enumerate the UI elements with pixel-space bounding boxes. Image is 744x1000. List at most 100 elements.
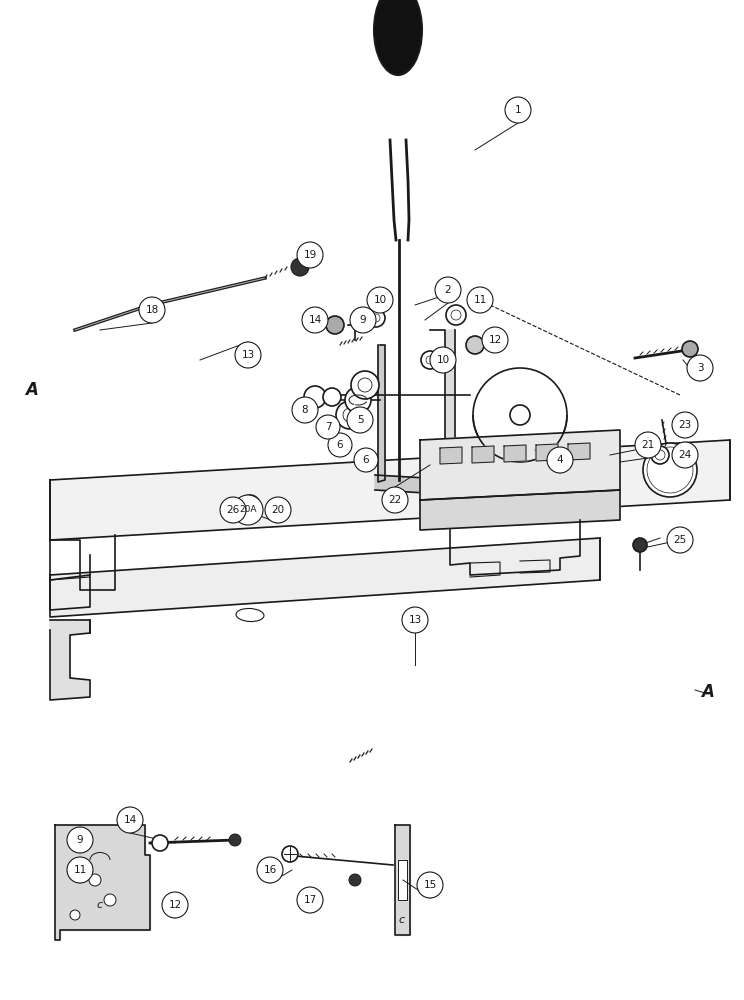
Polygon shape [430,330,455,485]
Polygon shape [568,443,590,460]
Polygon shape [420,490,620,530]
Polygon shape [472,446,494,463]
Circle shape [67,857,93,883]
Circle shape [682,341,698,357]
Circle shape [323,388,341,406]
Polygon shape [398,860,407,900]
Text: 5: 5 [356,415,363,425]
Polygon shape [50,440,730,540]
Circle shape [367,287,393,313]
Circle shape [326,316,344,334]
Polygon shape [50,620,90,700]
Polygon shape [375,475,460,495]
Text: 21: 21 [641,440,655,450]
Circle shape [466,336,484,354]
Text: 13: 13 [241,350,254,360]
Circle shape [152,835,168,851]
Text: 19: 19 [304,250,317,260]
Circle shape [505,97,531,123]
Text: 26: 26 [226,505,240,515]
Circle shape [687,355,713,381]
Circle shape [351,316,365,330]
Text: 23: 23 [679,420,692,430]
Polygon shape [55,825,150,940]
Circle shape [117,807,143,833]
Circle shape [655,450,665,460]
Circle shape [382,487,408,513]
Text: 12: 12 [168,900,182,910]
Text: c: c [97,900,103,910]
Circle shape [229,834,241,846]
Text: 8: 8 [301,405,308,415]
Circle shape [643,443,697,497]
Polygon shape [395,825,410,935]
Circle shape [245,500,255,510]
Text: 18: 18 [145,305,158,315]
Text: 14: 14 [308,315,321,325]
Circle shape [451,310,461,320]
Text: 1: 1 [515,105,522,115]
Text: 25: 25 [673,535,687,545]
Text: 14: 14 [124,815,137,825]
Circle shape [257,857,283,883]
Text: 20A: 20A [240,506,257,514]
Circle shape [220,497,246,523]
Text: 3: 3 [696,363,703,373]
Circle shape [473,368,567,462]
Circle shape [336,401,364,429]
Text: 12: 12 [488,335,501,345]
Circle shape [421,351,439,369]
Polygon shape [420,430,620,500]
Circle shape [402,607,428,633]
Circle shape [302,307,328,333]
Circle shape [70,910,80,920]
Text: A: A [702,683,714,701]
Circle shape [467,287,493,313]
Ellipse shape [236,608,264,622]
Circle shape [316,415,340,439]
Polygon shape [440,447,462,464]
Text: 11: 11 [473,295,487,305]
Text: 9: 9 [359,315,366,325]
Circle shape [162,892,188,918]
Circle shape [89,874,101,886]
Circle shape [304,386,326,408]
Circle shape [235,342,261,368]
Text: 13: 13 [408,615,422,625]
Circle shape [358,378,372,392]
Text: A: A [25,381,39,399]
Polygon shape [536,444,558,461]
Circle shape [372,314,380,322]
Circle shape [104,894,116,906]
Text: 6: 6 [362,455,369,465]
Text: 10: 10 [437,355,449,365]
Polygon shape [378,345,385,482]
Text: c: c [399,915,405,925]
Circle shape [647,447,693,493]
Circle shape [367,309,385,327]
Circle shape [297,242,323,268]
Circle shape [350,307,376,333]
Circle shape [435,277,461,303]
Circle shape [345,387,371,413]
Circle shape [291,258,309,276]
Circle shape [351,371,379,399]
Circle shape [265,497,291,523]
Circle shape [328,433,352,457]
Circle shape [547,447,573,473]
Text: 4: 4 [557,455,563,465]
Circle shape [635,432,661,458]
Circle shape [510,405,530,425]
Circle shape [67,827,93,853]
Circle shape [482,327,508,353]
Text: 16: 16 [263,865,277,875]
Circle shape [446,305,466,325]
Circle shape [349,874,361,886]
Ellipse shape [374,0,422,75]
Circle shape [292,397,318,423]
Text: 24: 24 [679,450,692,460]
Polygon shape [50,538,600,617]
Circle shape [233,495,263,525]
Circle shape [651,446,669,464]
Text: 10: 10 [373,295,387,305]
